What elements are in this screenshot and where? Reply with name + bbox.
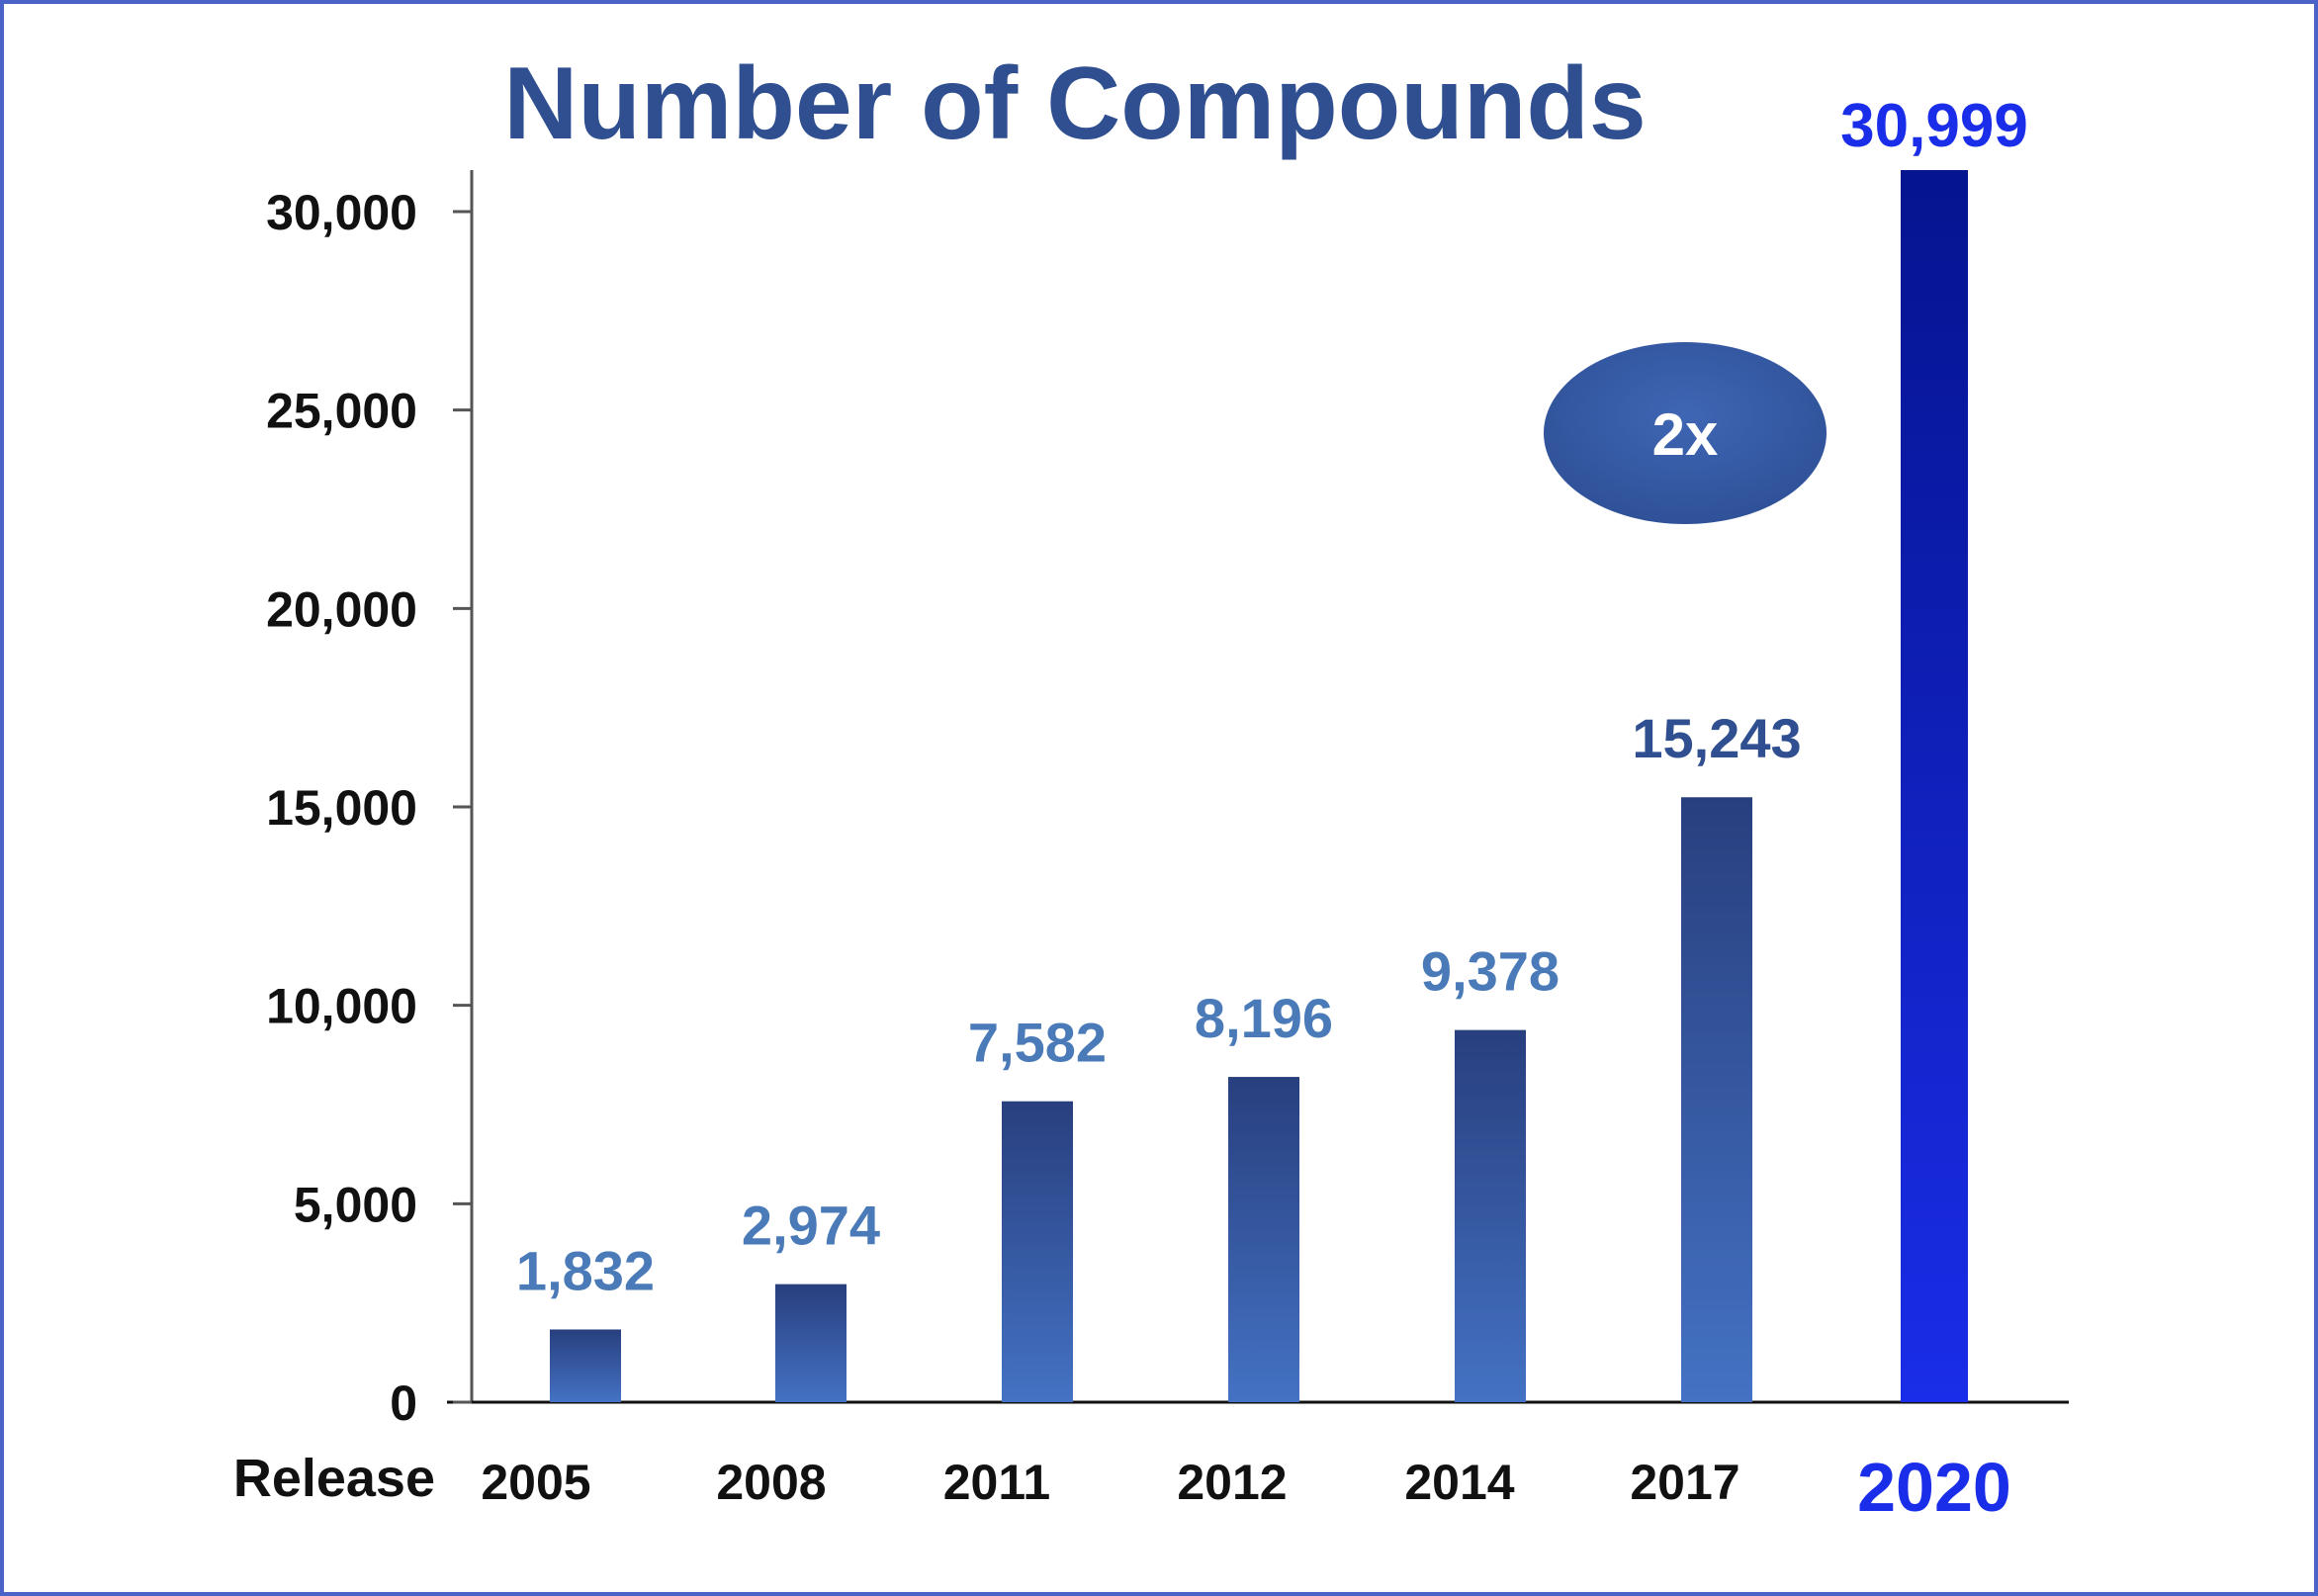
annotation-badge: 2x — [1544, 342, 1827, 524]
x-axis-label: Release — [233, 1449, 435, 1508]
annotation-ellipse — [1544, 342, 1827, 524]
bar — [1455, 1029, 1526, 1402]
value-label: 2,974 — [742, 1195, 880, 1257]
x-tick-label: 2017 — [1630, 1455, 1739, 1510]
bar — [550, 1329, 621, 1402]
y-ticks: 0 5,000 10,000 15,000 20,000 25,000 30,000 — [266, 185, 472, 1431]
bar — [1901, 170, 1968, 1402]
x-ticks: 2005 2008 2011 2012 2014 2017 2020 — [481, 1449, 2010, 1526]
x-tick-label: 2011 — [943, 1455, 1050, 1510]
value-label: 1,832 — [516, 1239, 655, 1301]
x-tick-label: 2005 — [481, 1455, 590, 1510]
x-tick-label: 2020 — [1857, 1449, 2011, 1526]
value-label: 15,243 — [1632, 707, 1801, 769]
annotation-text: 2x — [1652, 401, 1719, 468]
bars — [550, 170, 1968, 1402]
value-label: 30,999 — [1840, 92, 2028, 160]
value-labels: 1,832 2,974 7,582 8,196 9,378 15,243 30,999 — [516, 92, 2028, 1301]
value-label: 7,582 — [968, 1012, 1107, 1074]
value-label: 9,378 — [1421, 940, 1560, 1003]
y-tick-label: 25,000 — [266, 384, 417, 439]
x-tick-label: 2012 — [1177, 1455, 1287, 1510]
x-tick-label: 2014 — [1404, 1455, 1514, 1510]
bar — [1002, 1101, 1073, 1402]
chart-title: Number of Compounds — [503, 46, 1646, 161]
bar — [1228, 1077, 1299, 1402]
x-tick-label: 2008 — [716, 1455, 826, 1510]
bar — [1681, 797, 1752, 1402]
value-label: 8,196 — [1195, 987, 1333, 1049]
y-tick-label: 20,000 — [266, 581, 417, 637]
y-tick-label: 10,000 — [266, 979, 417, 1034]
y-tick-label: 15,000 — [266, 780, 417, 836]
y-tick-label: 0 — [390, 1375, 417, 1431]
y-tick-label: 5,000 — [294, 1177, 417, 1232]
bar — [775, 1284, 847, 1402]
y-tick-label: 30,000 — [266, 185, 417, 240]
